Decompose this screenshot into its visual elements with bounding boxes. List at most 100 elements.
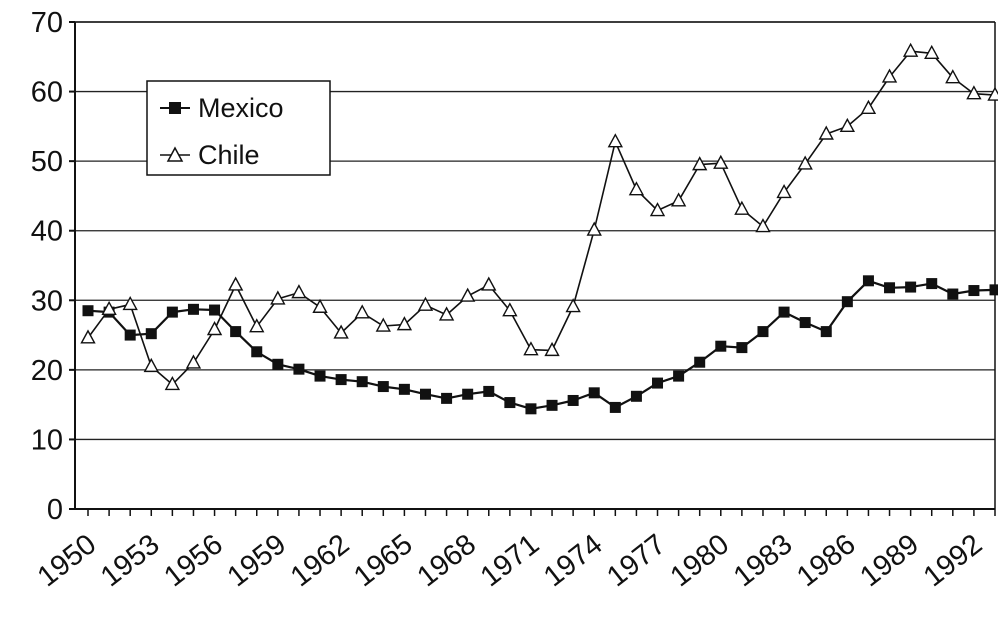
data-point-mexico: [652, 377, 664, 389]
data-point-mexico: [588, 387, 600, 399]
data-point-chile: [692, 156, 708, 171]
data-point-chile: [375, 317, 391, 332]
data-point-chile: [101, 300, 117, 316]
data-point-chile: [502, 302, 518, 317]
y-tick-label: 40: [31, 216, 63, 248]
series-layer: [80, 42, 998, 415]
data-point-chile: [839, 117, 856, 133]
data-point-mexico: [335, 374, 347, 386]
data-point-mexico: [799, 317, 811, 329]
data-point-mexico: [525, 403, 537, 415]
data-point-chile: [312, 298, 328, 313]
data-point-mexico: [230, 326, 242, 338]
data-point-chile: [185, 354, 202, 369]
y-tick-label: 30: [31, 285, 63, 317]
legend-marker-chile: [166, 146, 184, 162]
y-tick-labels: 0 10 20 30 40 50 60 70: [31, 7, 63, 526]
data-point-mexico: [356, 376, 368, 388]
y-tick-label: 60: [31, 77, 63, 109]
data-point-chile: [649, 202, 666, 217]
data-point-mexico: [862, 275, 874, 287]
data-point-mexico: [398, 383, 410, 395]
data-point-chile: [270, 290, 286, 305]
data-point-mexico: [166, 306, 178, 318]
data-point-mexico: [145, 328, 157, 340]
data-point-chile: [987, 86, 998, 101]
x-tick-label: 1989: [854, 528, 925, 593]
x-tick-label: 1959: [222, 528, 293, 593]
data-point-chile: [734, 200, 750, 215]
data-point-chile: [902, 42, 919, 57]
data-point-chile: [797, 155, 813, 170]
y-tick-label: 70: [31, 7, 63, 39]
data-point-mexico: [187, 303, 199, 315]
data-point-chile: [249, 318, 265, 333]
data-point-mexico: [715, 340, 727, 352]
axes: [69, 21, 996, 516]
data-point-chile: [143, 357, 159, 373]
data-point-chile: [628, 181, 645, 196]
data-point-chile: [586, 221, 602, 236]
data-point-mexico: [314, 370, 326, 382]
data-point-mexico: [546, 399, 558, 411]
data-point-chile: [945, 69, 961, 84]
data-point-mexico: [483, 385, 495, 397]
data-point-mexico: [209, 304, 221, 316]
series-chile: [80, 42, 998, 391]
data-point-chile: [713, 154, 729, 169]
data-point-mexico: [272, 358, 284, 370]
x-tick-label: 1983: [728, 528, 799, 593]
data-point-mexico: [884, 282, 896, 294]
data-point-mexico: [673, 370, 685, 382]
x-tick-labels: 1950195319561959196219651968197119741977…: [32, 528, 988, 593]
data-point-chile: [80, 329, 96, 344]
data-point-mexico: [778, 306, 790, 318]
data-point-chile: [966, 85, 982, 100]
data-point-mexico: [377, 381, 389, 393]
legend-label-mexico: Mexico: [198, 93, 284, 123]
data-point-mexico: [905, 281, 917, 293]
series-mexico: [82, 275, 998, 415]
data-point-chile: [544, 341, 560, 357]
data-point-chile: [670, 192, 687, 207]
x-tick-label: 1962: [285, 528, 356, 593]
data-point-chile: [607, 133, 624, 148]
x-tick-label: 1986: [791, 528, 862, 593]
data-point-mexico: [757, 326, 769, 338]
data-point-chile: [122, 295, 138, 311]
data-point-mexico: [124, 329, 136, 341]
data-point-chile: [206, 321, 223, 336]
data-point-chile: [860, 99, 877, 114]
data-point-chile: [417, 296, 434, 311]
data-point-chile: [565, 298, 581, 313]
x-tick-label: 1956: [158, 528, 229, 593]
data-point-chile: [481, 276, 497, 291]
y-tick-label: 10: [31, 424, 63, 456]
data-point-mexico: [736, 342, 748, 354]
data-point-chile: [333, 324, 349, 339]
data-point-mexico: [989, 284, 998, 296]
x-tick-label: 1980: [665, 528, 736, 593]
data-point-mexico: [630, 390, 642, 402]
data-point-mexico: [947, 288, 959, 300]
legend: Mexico Chile: [146, 80, 331, 176]
data-point-chile: [291, 284, 307, 299]
x-tick-label: 1950: [32, 528, 103, 593]
data-point-mexico: [504, 397, 516, 409]
data-point-mexico: [820, 326, 832, 338]
legend-marker-mexico: [169, 102, 181, 114]
data-point-mexico: [441, 392, 453, 404]
data-point-mexico: [251, 346, 263, 358]
data-point-mexico: [609, 401, 621, 413]
data-point-mexico: [462, 388, 474, 400]
x-tick-label: 1974: [538, 528, 609, 593]
data-point-chile: [755, 218, 771, 233]
y-tick-label: 20: [31, 355, 63, 387]
data-point-mexico: [926, 278, 938, 290]
legend-label-chile: Chile: [198, 140, 260, 170]
x-tick-label: 1971: [475, 528, 546, 593]
data-point-mexico: [841, 296, 853, 308]
data-point-mexico: [293, 363, 305, 375]
y-tick-label: 50: [31, 146, 63, 178]
